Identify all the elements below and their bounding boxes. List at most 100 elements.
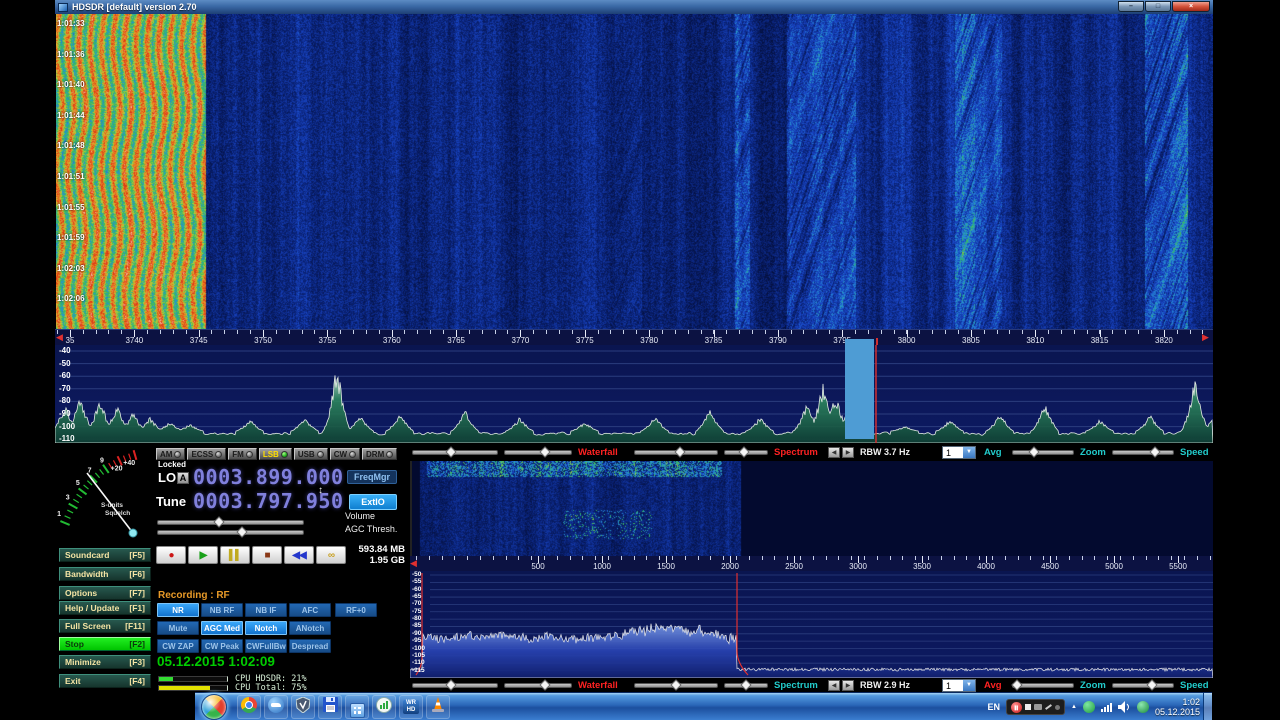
volume-slider[interactable] [157, 516, 304, 528]
play-button[interactable]: ▶ [188, 546, 218, 564]
hidden-icons-button[interactable]: ▲ [1071, 704, 1077, 710]
stop-button[interactable]: ■ [252, 546, 282, 564]
slider-thumb[interactable] [445, 446, 457, 458]
mode-button-am[interactable]: AM [156, 448, 186, 460]
rf-spectrum-plot[interactable] [54, 345, 1214, 444]
loop-button[interactable]: ∞ [316, 546, 346, 564]
mode-button-lsb[interactable]: LSB [258, 448, 292, 460]
stop-button[interactable]: Stop [F2] [59, 637, 151, 651]
taskbar-app-email-client[interactable] [264, 695, 288, 719]
afc-button[interactable]: AFC [289, 603, 331, 617]
af-waterfall[interactable] [410, 461, 1213, 556]
slider-thumb[interactable] [1149, 446, 1161, 458]
slider-thumb[interactable] [670, 679, 682, 691]
slider-thumb[interactable] [674, 446, 686, 458]
despread-button[interactable]: Despread [289, 639, 331, 653]
tune-frequency-display[interactable]: 0003.797.950 [193, 489, 344, 513]
prev-button[interactable]: ◀ [828, 447, 840, 458]
soundcard-button[interactable]: Soundcard [F5] [59, 548, 151, 562]
record-button[interactable]: ● [156, 546, 186, 564]
avg-dropdown[interactable]: 1 ▼ [942, 446, 976, 459]
minimize-button[interactable]: Minimize [F3] [59, 655, 151, 669]
titlebar[interactable]: HDSDR [default] version 2.70 – □ × [55, 0, 1213, 14]
waterfall-brightness-slider[interactable] [412, 679, 498, 691]
digit-cursor-icon[interactable]: ↕ [318, 485, 323, 496]
rf-frequency-scale[interactable]: 35 3740 3745 3750 3755 3760 3765 3770 3775 3780 37… [55, 329, 1213, 346]
mode-button-drm[interactable]: DRM [362, 448, 398, 460]
mode-button-fm[interactable]: FM [228, 448, 257, 460]
full-screen-button[interactable]: Full Screen [F11] [59, 619, 151, 633]
rec-pause-icon[interactable]: ▌▌ [1011, 701, 1022, 713]
start-button[interactable] [201, 694, 227, 720]
lo-ab-button[interactable]: A [177, 472, 189, 484]
rf-waterfall-canvas[interactable] [56, 14, 1213, 329]
notch-button[interactable]: Notch [245, 621, 287, 635]
rec-tool-icon[interactable] [1055, 704, 1060, 710]
taskbar-app-statistics[interactable] [372, 695, 396, 719]
anotch-button[interactable]: ANotch [289, 621, 331, 635]
health-tray-icon[interactable] [1136, 701, 1149, 713]
nb-if-button[interactable]: NB IF [245, 603, 287, 617]
af-frequency-scale[interactable]: 500 1000 1500 2000 2500 3000 3500 4000 4500 5000 5… [410, 556, 1213, 571]
rewind-button[interactable]: ◀◀ [284, 546, 314, 564]
waterfall-contrast-slider[interactable] [504, 679, 572, 691]
rf-plus-button[interactable]: RF+0 [335, 603, 377, 617]
rec-pen-icon[interactable] [1045, 704, 1052, 710]
zoom-slider[interactable] [1010, 679, 1074, 691]
slider-thumb[interactable] [738, 446, 750, 458]
recorder-toolbar[interactable]: ▌▌ [1006, 699, 1065, 715]
maximize-button[interactable]: □ [1145, 1, 1171, 12]
rec-stop-icon[interactable] [1025, 704, 1031, 710]
cwfullbw-button[interactable]: CWFullBw [245, 639, 287, 653]
taskbar-app-wr-hd-app[interactable]: WR HD [399, 695, 423, 719]
next-button[interactable]: ▶ [842, 680, 854, 691]
show-desktop-button[interactable] [1203, 693, 1212, 720]
minimize-button[interactable]: – [1118, 1, 1144, 12]
network-tray-icon[interactable] [1100, 702, 1112, 712]
taskbar-app-save-tool[interactable] [318, 695, 342, 719]
next-button[interactable]: ▶ [842, 447, 854, 458]
scale-left-arrow-icon[interactable]: ◀ [410, 558, 417, 568]
taskbar-clock[interactable]: 1:02 05.12.2015 [1155, 697, 1200, 717]
af-spectrum-plot[interactable] [409, 571, 1214, 679]
af-waterfall-canvas[interactable] [412, 461, 1213, 556]
update-tray-icon[interactable] [1082, 701, 1095, 713]
rf-waterfall[interactable]: 1:01:33 1:01:36 1:01:40 1:01:44 1:01:48 1:01:… [55, 14, 1213, 329]
spectrum-offset-slider[interactable] [724, 679, 768, 691]
options-button[interactable]: Options [F7] [59, 586, 151, 600]
speed-slider[interactable] [1112, 446, 1174, 458]
language-indicator[interactable]: EN [987, 702, 1000, 712]
rec-camera-icon[interactable] [1034, 704, 1042, 710]
avg-dropdown[interactable]: 1 ▼ [942, 679, 976, 692]
slider-thumb[interactable] [740, 679, 752, 691]
taskbar-app-antivirus-shield[interactable] [291, 695, 315, 719]
spectrum-range-slider[interactable] [634, 446, 718, 458]
scale-left-arrow-icon[interactable]: ◀ [56, 332, 63, 342]
spectrum-offset-slider[interactable] [724, 446, 768, 458]
agc-med-button[interactable]: AGC Med [201, 621, 243, 635]
waterfall-contrast-slider[interactable] [504, 446, 572, 458]
lo-frequency-display[interactable]: 0003.899.000 [193, 465, 344, 489]
bandwidth-button[interactable]: Bandwidth [F6] [59, 567, 151, 581]
dropdown-arrow-icon[interactable]: ▼ [963, 680, 975, 691]
close-button[interactable]: × [1172, 1, 1210, 12]
freqmgr-button[interactable]: FreqMgr [347, 470, 397, 484]
prev-button[interactable]: ◀ [828, 680, 840, 691]
nb-rf-button[interactable]: NB RF [201, 603, 243, 617]
slider-thumb[interactable] [538, 446, 551, 458]
mode-button-usb[interactable]: USB [293, 448, 328, 460]
zoom-slider[interactable] [1012, 446, 1074, 458]
mode-button-cw[interactable]: CW [329, 448, 361, 460]
nr-button[interactable]: NR [157, 603, 199, 617]
waterfall-brightness-slider[interactable] [412, 446, 498, 458]
spectrum-range-slider[interactable] [634, 679, 718, 691]
slider-thumb[interactable] [1146, 679, 1158, 691]
slider-thumb[interactable] [538, 679, 551, 691]
pause-button[interactable]: ▌▌ [220, 546, 250, 564]
mode-button-ecss[interactable]: ECSS [187, 448, 227, 460]
taskbar-app-blue-app[interactable] [345, 695, 369, 719]
af-spectrum[interactable]: -50 -55 -60 -65 -70 -75 -80 -85 -90 -95 -100 -105 -1… [409, 571, 1214, 679]
help-update-button[interactable]: Help / Update [F1] [59, 601, 151, 615]
rf-spectrum[interactable]: -40 -50 -60 -70 -80 -90 -100 -110 [54, 345, 1214, 444]
volume-tray-icon[interactable] [1117, 701, 1131, 713]
